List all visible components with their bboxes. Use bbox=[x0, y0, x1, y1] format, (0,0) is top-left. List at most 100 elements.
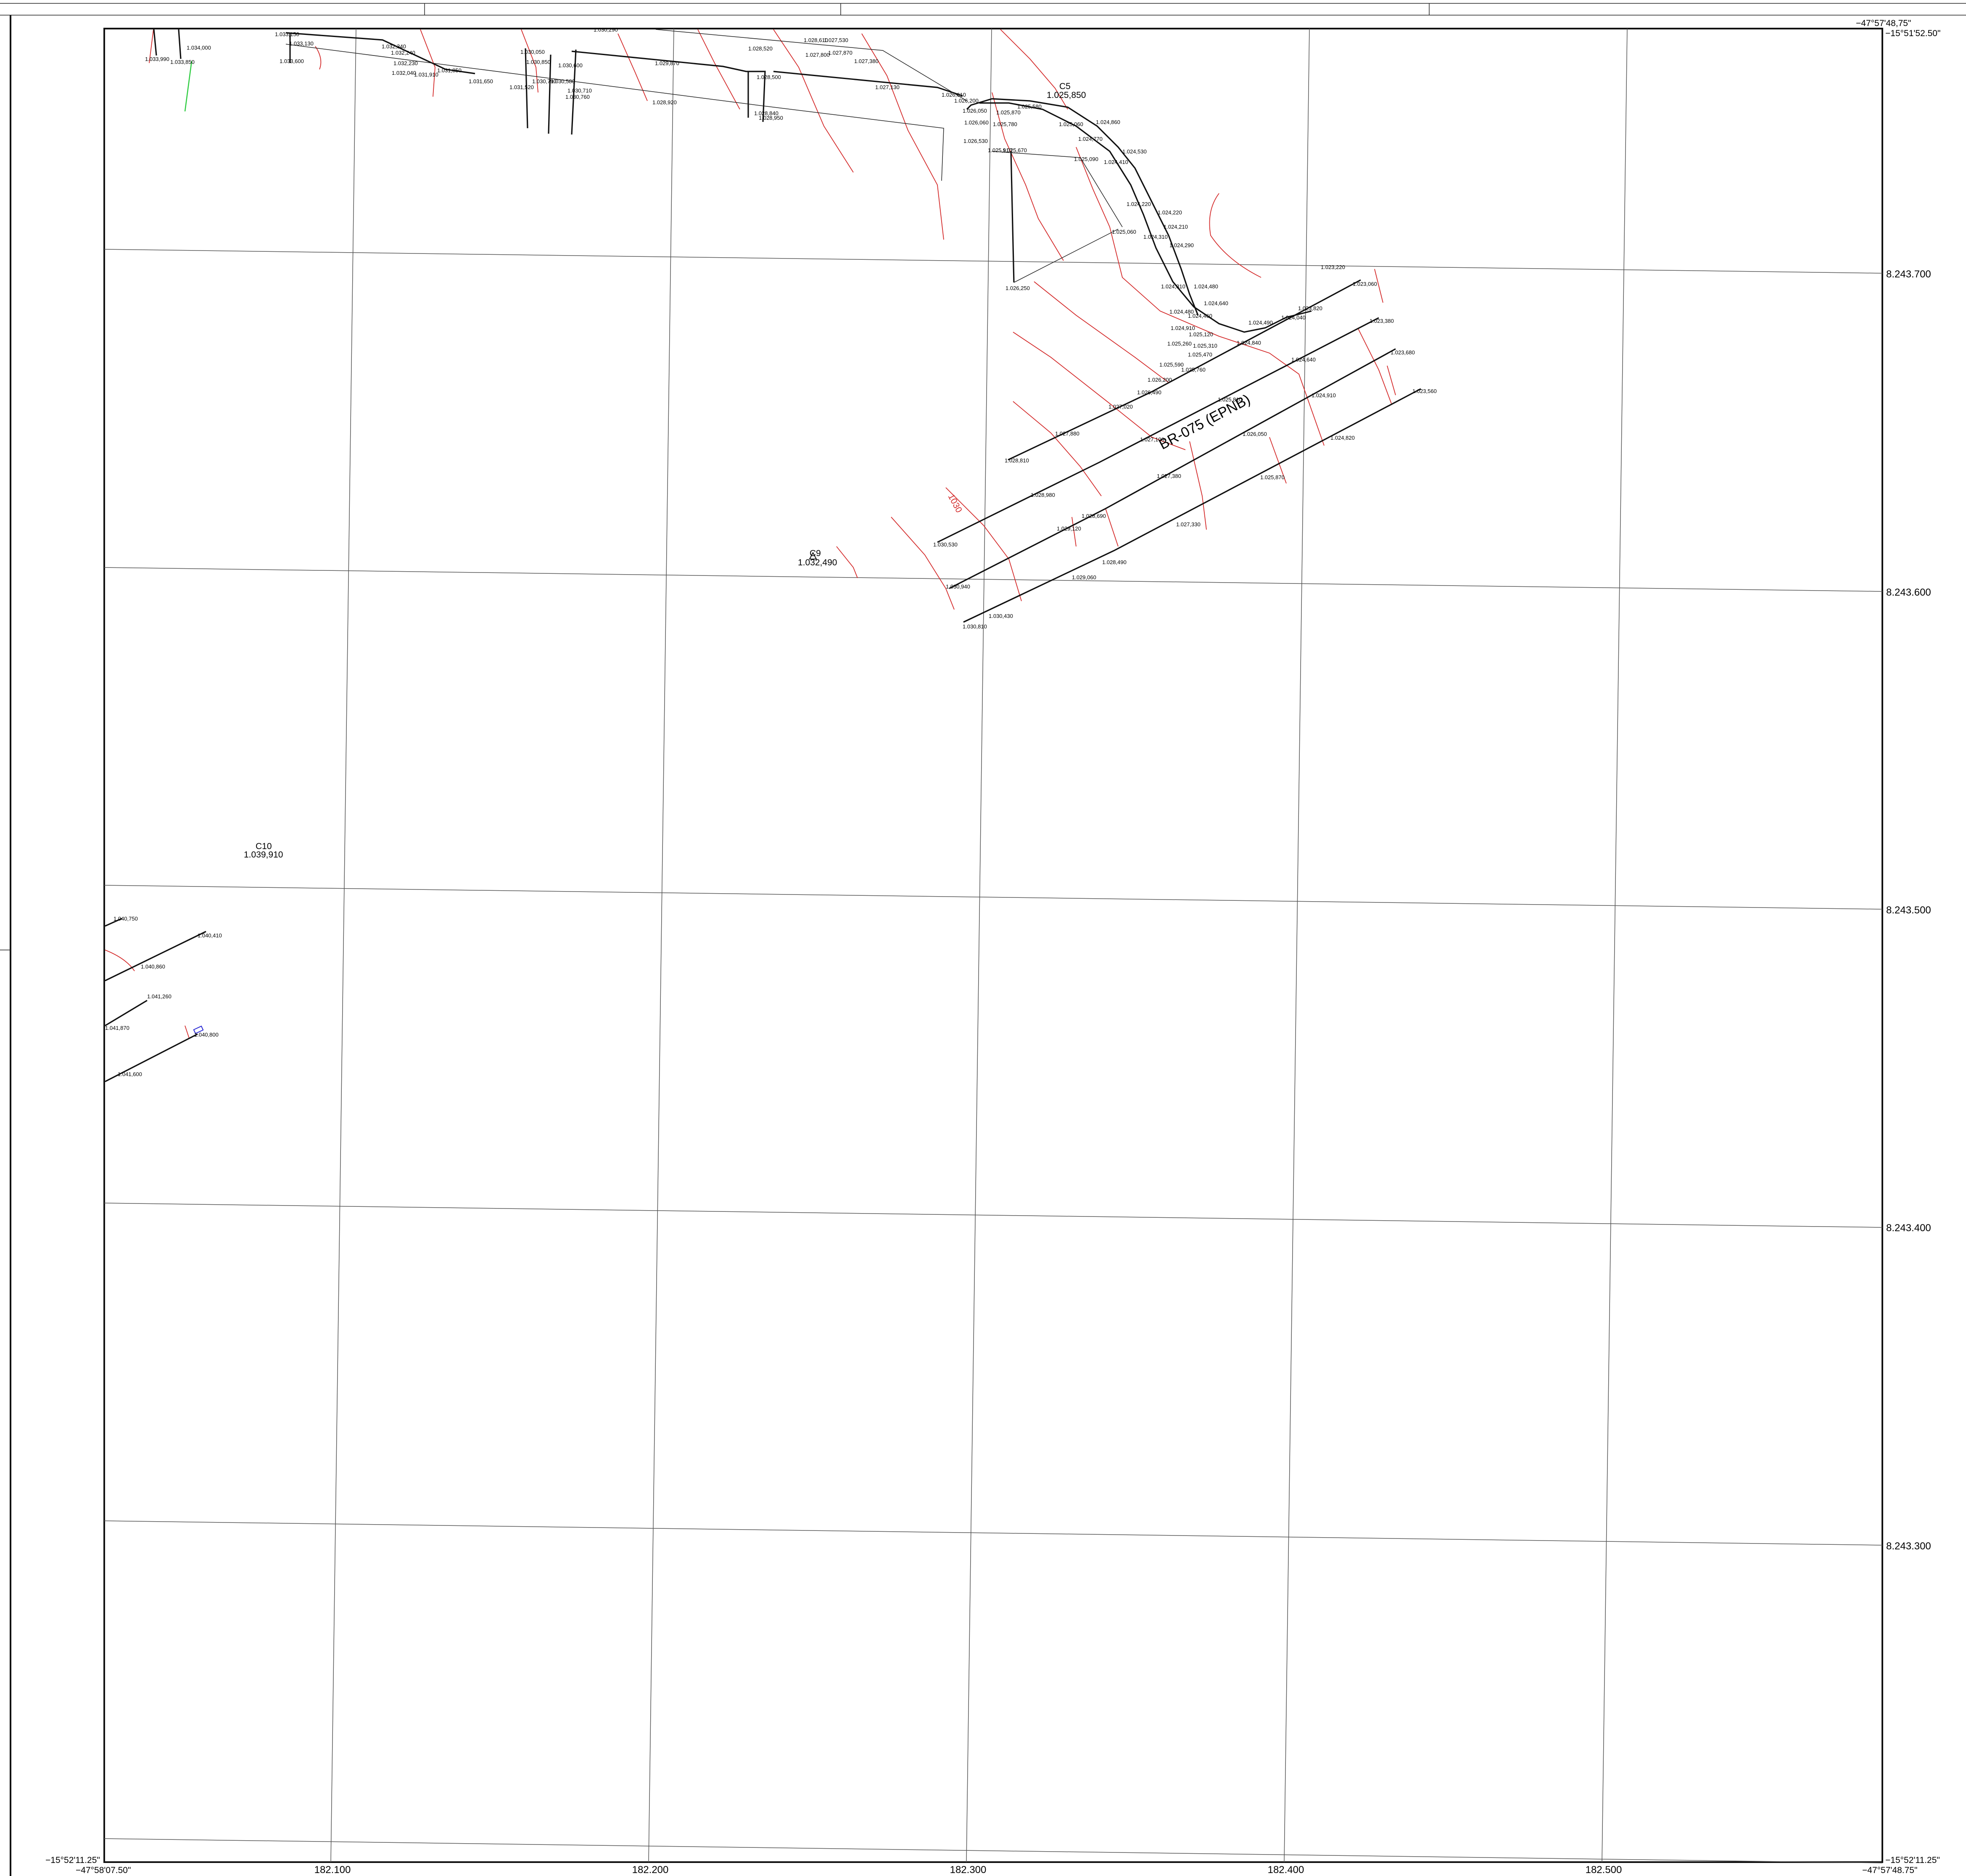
spot-height-label: 1.024,910 bbox=[1312, 392, 1336, 398]
spot-height-label: 1.041,600 bbox=[118, 1071, 142, 1077]
spot-height-label: 1.025,870 bbox=[996, 109, 1021, 116]
survey-lines bbox=[105, 29, 1421, 1082]
spot-height-label: 1.024,530 bbox=[1122, 148, 1147, 155]
spot-height-label: 1.032,340 bbox=[382, 43, 406, 50]
spot-height-label: 1.028,920 bbox=[652, 99, 677, 106]
northing-label: 8.243.500 bbox=[1886, 905, 1931, 916]
spot-height-label: 1.028,520 bbox=[748, 45, 773, 52]
spot-height-label: 1.024,640 bbox=[1291, 356, 1316, 363]
spot-height-label: 1.030,790 bbox=[532, 78, 557, 84]
spot-height-label: 1.030,050 bbox=[520, 49, 545, 55]
easting-label: 182.400 bbox=[1268, 1864, 1304, 1876]
spot-height-label: 1.024,460 bbox=[1188, 313, 1212, 319]
spot-height-label: 1.026,610 bbox=[942, 92, 966, 98]
spot-height-label: 1.030,430 bbox=[989, 613, 1013, 619]
spot-height-label: 1.026,050 bbox=[1243, 431, 1267, 437]
spot-height-label: 1.025,870 bbox=[1260, 474, 1285, 480]
spot-height-label: 1.030,850 bbox=[526, 59, 551, 65]
northing-label: 8.243.400 bbox=[1886, 1222, 1931, 1234]
spot-height-label: 1.030,940 bbox=[946, 583, 970, 590]
spot-height-label: 1.024,640 bbox=[1204, 300, 1228, 306]
spot-height-label: 1.032,240 bbox=[391, 50, 415, 56]
spot-height-label: 1.030,290 bbox=[594, 26, 618, 33]
control-point-id: C9 bbox=[810, 549, 821, 558]
spot-height-label: 1.024,040 bbox=[1281, 314, 1306, 321]
spot-height-label: 1.024,210 bbox=[1164, 224, 1188, 230]
map-neatline bbox=[103, 28, 1883, 1863]
northing-line-8243500 bbox=[104, 885, 1883, 910]
northing-line-8243400 bbox=[104, 1203, 1883, 1228]
spot-height-label: 1.030,810 bbox=[963, 623, 987, 630]
spot-height-label: 1.029,060 bbox=[1072, 574, 1096, 580]
spot-height-label: 1.027,130 bbox=[875, 84, 900, 90]
spot-height-label: 1.028,610 bbox=[804, 37, 828, 43]
easting-line-182300 bbox=[966, 28, 992, 1863]
spot-height-label: 1.027,530 bbox=[824, 37, 848, 43]
spot-height-label: 1.041,870 bbox=[105, 1025, 129, 1031]
control-point-c9: C9 1.032,490 bbox=[798, 549, 837, 567]
spot-height-label: 1.040,750 bbox=[113, 916, 138, 922]
spot-height-label: 1.023,380 bbox=[1370, 318, 1394, 324]
spot-height-label: 1.023,560 bbox=[1412, 388, 1437, 394]
utm-grid bbox=[104, 28, 1883, 1863]
northing-labels: 8.243.700 8.243.600 8.243.500 8.243.400 … bbox=[1886, 269, 1931, 1552]
northing-line-bottom bbox=[104, 1838, 1883, 1863]
spot-height-label: 1.033,990 bbox=[145, 56, 169, 62]
spot-height-label: 1.024,820 bbox=[1330, 435, 1355, 441]
spot-height-label: 1.023,680 bbox=[1391, 349, 1415, 356]
spot-height-label: 1.024,480 bbox=[1194, 283, 1218, 290]
spot-height-label: 1.040,860 bbox=[141, 963, 165, 970]
easting-line-182400 bbox=[1284, 28, 1310, 1863]
northing-label: 8.243.300 bbox=[1886, 1541, 1931, 1552]
spot-height-label: 1.040,800 bbox=[194, 1032, 219, 1038]
spot-height-label: 1.027,870 bbox=[828, 50, 852, 56]
green-survey-line bbox=[184, 61, 193, 112]
spot-height-label: 1.026,200 bbox=[954, 98, 979, 104]
spot-height-label: 1.025,910 bbox=[988, 147, 1012, 153]
spot-height-label: 1.031,520 bbox=[509, 84, 534, 90]
spot-height-label: 1.024,310 bbox=[1161, 283, 1185, 290]
northing-line-8243700 bbox=[104, 249, 1883, 274]
road-edge-2 bbox=[937, 317, 1379, 543]
road-edge-1 bbox=[1008, 279, 1361, 461]
spot-height-label: 1.026,060 bbox=[964, 119, 989, 126]
road-edge-4 bbox=[963, 388, 1421, 623]
corner-bottom-left-lat: −15°52'11.25" bbox=[45, 1855, 100, 1865]
spot-height-label: 1.026,200 bbox=[1148, 377, 1172, 383]
control-point-elev: 1.039,910 bbox=[244, 850, 283, 860]
spot-height-label: 1.031,650 bbox=[469, 78, 493, 84]
spot-height-label: 1.025,760 bbox=[1181, 367, 1206, 373]
spot-height-label: 1.027,100 bbox=[1140, 436, 1164, 443]
corner-coordinates: −47°57'48,75" −15°51'52.50" −15°52'11.25… bbox=[45, 18, 1940, 1875]
easting-label: 182.300 bbox=[950, 1864, 987, 1876]
spot-height-label: 1.024,220 bbox=[1127, 201, 1151, 207]
northing-line-8243600 bbox=[104, 567, 1883, 592]
easting-line-182100 bbox=[330, 28, 356, 1863]
spot-height-label: 1.033,150 bbox=[275, 31, 299, 37]
spot-height-label: 1.026,050 bbox=[963, 108, 987, 114]
spot-height-label: 1.024,910 bbox=[1171, 325, 1195, 331]
spot-height-label: 1.025,810 bbox=[1218, 396, 1242, 403]
sheet-frame bbox=[0, 3, 1966, 1876]
spot-height-label: 1.025,590 bbox=[1159, 361, 1184, 368]
spot-height-label: 1.030,580 bbox=[551, 78, 575, 84]
easting-line-182200 bbox=[648, 28, 674, 1863]
spot-height-label: 1.031,850 bbox=[437, 67, 462, 74]
northing-line-8243300 bbox=[104, 1520, 1883, 1546]
spot-height-label: 1.041,260 bbox=[147, 993, 172, 1000]
control-point-elev: 1.032,490 bbox=[798, 558, 837, 567]
spot-height-label: 1.026,250 bbox=[1005, 285, 1030, 291]
spot-heights: 1.033,990 1.033,850 1.034,000 1.033,150 1.03… bbox=[105, 26, 1437, 1077]
spot-height-label: 1.025,060 bbox=[1059, 121, 1083, 127]
spot-height-label: 1.025,670 bbox=[1003, 147, 1027, 153]
northing-label: 8.243.700 bbox=[1886, 269, 1931, 280]
corner-bottom-left-lon: −47°58'07.50" bbox=[76, 1865, 131, 1875]
northing-label: 8.243.600 bbox=[1886, 587, 1931, 598]
spot-height-label: 1.028,690 bbox=[1082, 513, 1106, 519]
spot-height-label: 1.024,220 bbox=[1158, 209, 1182, 216]
spot-height-label: 1.025,260 bbox=[1167, 340, 1192, 347]
control-point-id: C10 bbox=[256, 842, 272, 851]
spot-height-label: 1.028,490 bbox=[1102, 559, 1127, 565]
blue-marker-icon bbox=[193, 1025, 204, 1034]
